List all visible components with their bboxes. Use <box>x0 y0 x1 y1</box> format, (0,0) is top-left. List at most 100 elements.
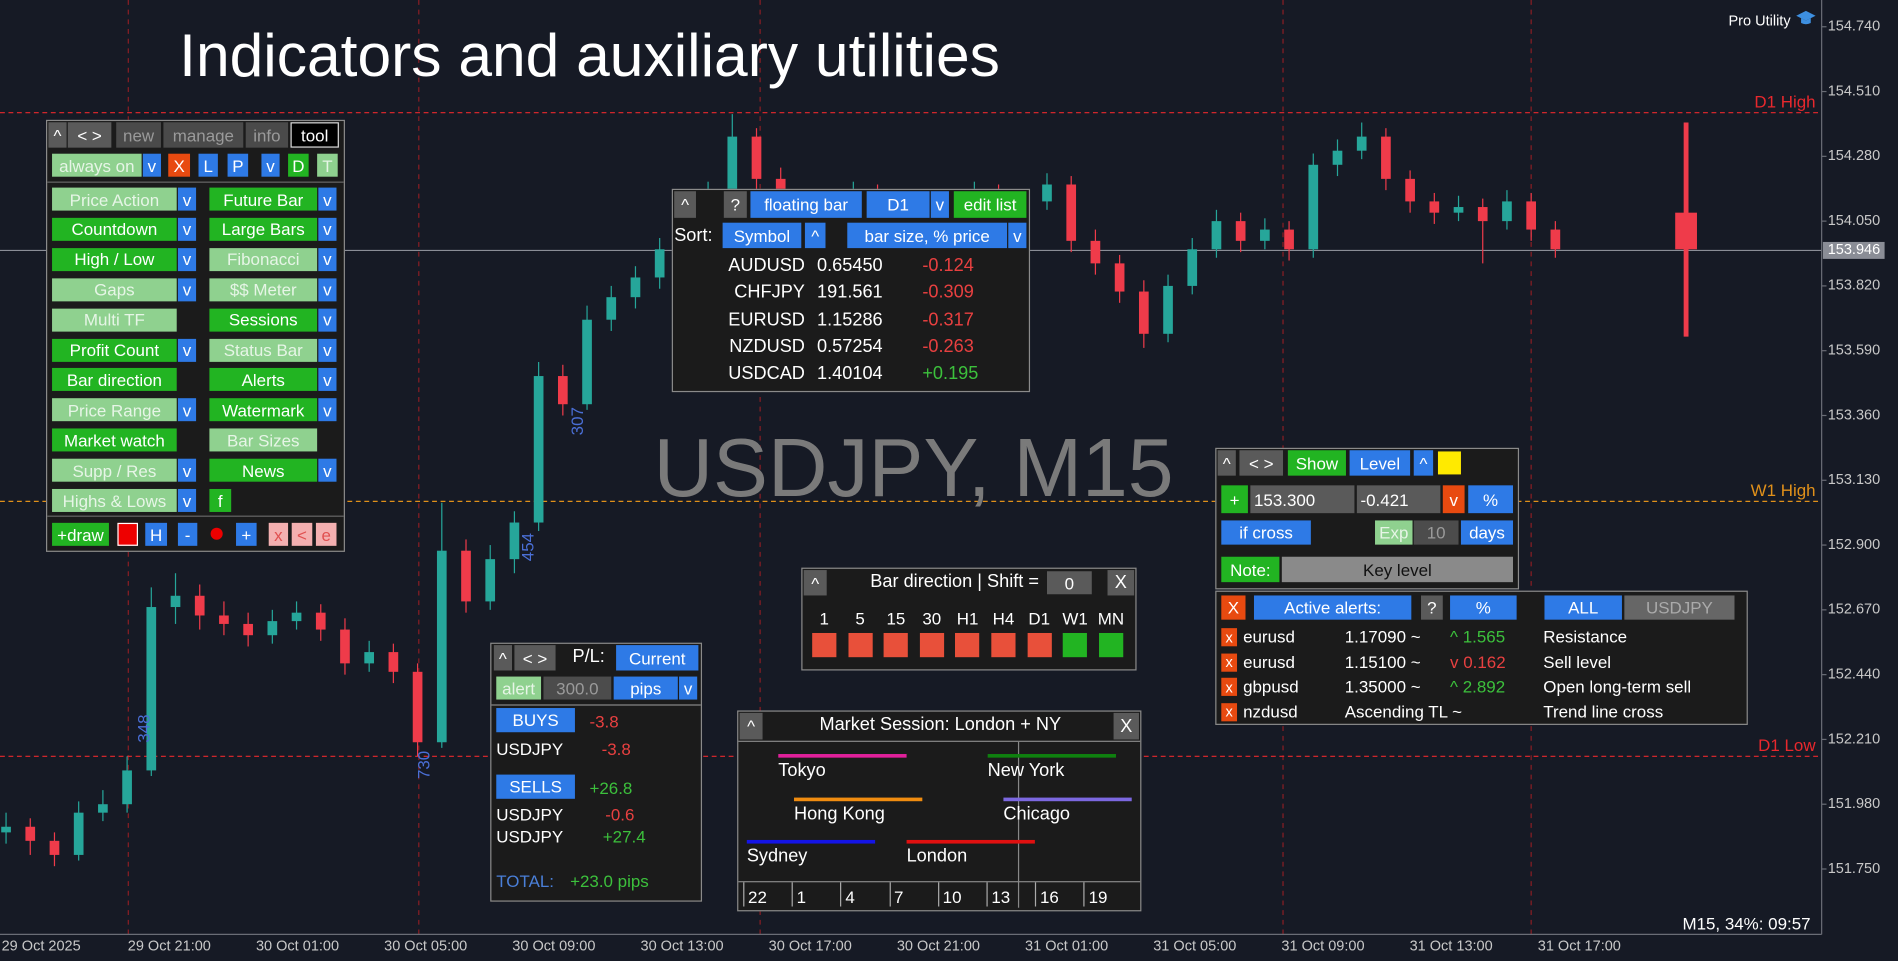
button[interactable]: +draw <box>52 522 109 546</box>
menu-button[interactable]: v <box>177 458 197 482</box>
menu-button[interactable]: v <box>318 338 337 362</box>
button[interactable]: Note: <box>1221 556 1280 583</box>
feature-button[interactable]: Price Range <box>52 398 177 422</box>
menu-button[interactable]: v <box>318 187 337 211</box>
button[interactable]: Symbol <box>722 222 802 249</box>
direction-box[interactable] <box>919 632 944 658</box>
menu-button[interactable]: v <box>177 277 197 301</box>
button[interactable]: Current <box>616 645 699 671</box>
input[interactable]: Key level <box>1281 556 1513 583</box>
feature-button[interactable]: Price Action <box>52 187 177 211</box>
button[interactable]: % <box>1468 485 1513 514</box>
button[interactable]: T <box>317 153 338 177</box>
feature-button[interactable]: Profit Count <box>52 338 177 362</box>
feature-button[interactable]: Bar direction <box>52 368 177 392</box>
menu-button[interactable]: v <box>177 398 197 422</box>
feature-button[interactable]: Status Bar <box>209 338 318 362</box>
tab[interactable]: ^ <box>48 122 67 148</box>
button[interactable]: < > <box>514 645 556 671</box>
button[interactable]: bar size, % price <box>847 222 1008 249</box>
button[interactable]: + <box>1221 485 1248 514</box>
button[interactable]: X <box>1221 595 1246 620</box>
button[interactable]: Active alerts: <box>1253 595 1412 620</box>
feature-button[interactable]: High / Low <box>52 247 177 271</box>
color-swatch[interactable] <box>117 522 138 546</box>
feature-button[interactable]: Countdown <box>52 217 177 241</box>
button[interactable]: X <box>1113 712 1139 740</box>
direction-box[interactable] <box>812 632 837 658</box>
button[interactable]: X <box>168 153 191 177</box>
button[interactable]: L <box>198 153 218 177</box>
button[interactable]: v <box>261 153 280 177</box>
direction-box[interactable] <box>847 632 873 658</box>
button[interactable]: + <box>236 522 257 546</box>
feature-button[interactable]: Gaps <box>52 277 177 301</box>
button[interactable]: D <box>288 153 309 177</box>
button[interactable]: ^ <box>1413 450 1434 476</box>
direction-box[interactable] <box>1098 632 1124 658</box>
button[interactable]: X <box>1107 570 1135 596</box>
menu-button[interactable]: v <box>318 217 337 241</box>
delete-button[interactable]: x <box>1221 702 1238 721</box>
delete-button[interactable]: x <box>1221 652 1238 672</box>
button[interactable]: v <box>930 191 949 218</box>
button[interactable]: days <box>1460 520 1513 545</box>
feature-button[interactable]: Watermark <box>209 398 318 422</box>
direction-box[interactable] <box>1027 632 1052 658</box>
button[interactable]: floating bar <box>750 191 862 218</box>
menu-button[interactable]: v <box>177 187 197 211</box>
button[interactable]: v <box>679 676 698 700</box>
button[interactable]: - <box>177 522 198 546</box>
button[interactable]: ^ <box>1217 450 1236 476</box>
feature-button[interactable]: Future Bar <box>209 187 318 211</box>
button[interactable]: < <box>291 522 313 546</box>
direction-box[interactable] <box>1062 632 1088 658</box>
menu-button[interactable]: v <box>318 308 337 332</box>
menu-button[interactable]: v <box>318 398 337 422</box>
menu-button[interactable]: v <box>177 247 197 271</box>
button[interactable]: pips <box>613 676 678 700</box>
tab[interactable]: new <box>116 122 161 148</box>
feature-button[interactable]: Alerts <box>209 368 318 392</box>
button[interactable]: P <box>227 153 249 177</box>
button[interactable]: ^ <box>674 191 696 218</box>
button[interactable]: v <box>142 153 161 177</box>
button[interactable]: v <box>1442 485 1465 514</box>
feature-button[interactable]: Market watch <box>52 428 177 452</box>
button[interactable]: % <box>1450 595 1517 620</box>
button[interactable]: USDJPY <box>1624 595 1735 620</box>
feature-button[interactable]: News <box>209 458 318 482</box>
menu-button[interactable]: v <box>318 458 337 482</box>
button[interactable]: x <box>268 522 289 546</box>
button[interactable]: ^ <box>804 222 826 249</box>
menu-button[interactable]: v <box>318 277 337 301</box>
menu-button[interactable]: v <box>318 247 337 271</box>
feature-button[interactable]: Supp / Res <box>52 458 177 482</box>
feature-button[interactable]: $$ Meter <box>209 277 318 301</box>
button[interactable]: if cross <box>1221 520 1311 545</box>
feature-button[interactable]: Multi TF <box>52 308 177 332</box>
button[interactable]: H <box>145 522 168 546</box>
input[interactable]: -0.421 <box>1356 485 1441 514</box>
button[interactable]: v <box>1008 222 1027 249</box>
input[interactable]: 10 <box>1413 520 1459 545</box>
button[interactable]: < > <box>1239 450 1284 476</box>
button[interactable]: ^ <box>493 645 512 671</box>
button[interactable]: ? <box>1421 595 1443 620</box>
tab[interactable]: manage <box>163 122 244 148</box>
feature-button[interactable]: f <box>209 488 232 512</box>
button[interactable]: BUYS <box>496 708 575 733</box>
delete-button[interactable]: x <box>1221 628 1238 647</box>
button[interactable]: alert <box>496 676 542 700</box>
button[interactable]: Show <box>1287 450 1346 476</box>
dot[interactable] <box>210 527 223 540</box>
input[interactable]: 300.0 <box>543 676 612 700</box>
menu-button[interactable]: v <box>177 338 197 362</box>
button[interactable]: ALL <box>1544 595 1622 620</box>
feature-button[interactable]: Sessions <box>209 308 318 332</box>
direction-box[interactable] <box>955 632 980 658</box>
menu-button[interactable]: v <box>318 368 337 392</box>
menu-button[interactable]: v <box>177 488 197 512</box>
menu-button[interactable]: v <box>177 217 197 241</box>
button[interactable]: always on <box>52 153 142 177</box>
